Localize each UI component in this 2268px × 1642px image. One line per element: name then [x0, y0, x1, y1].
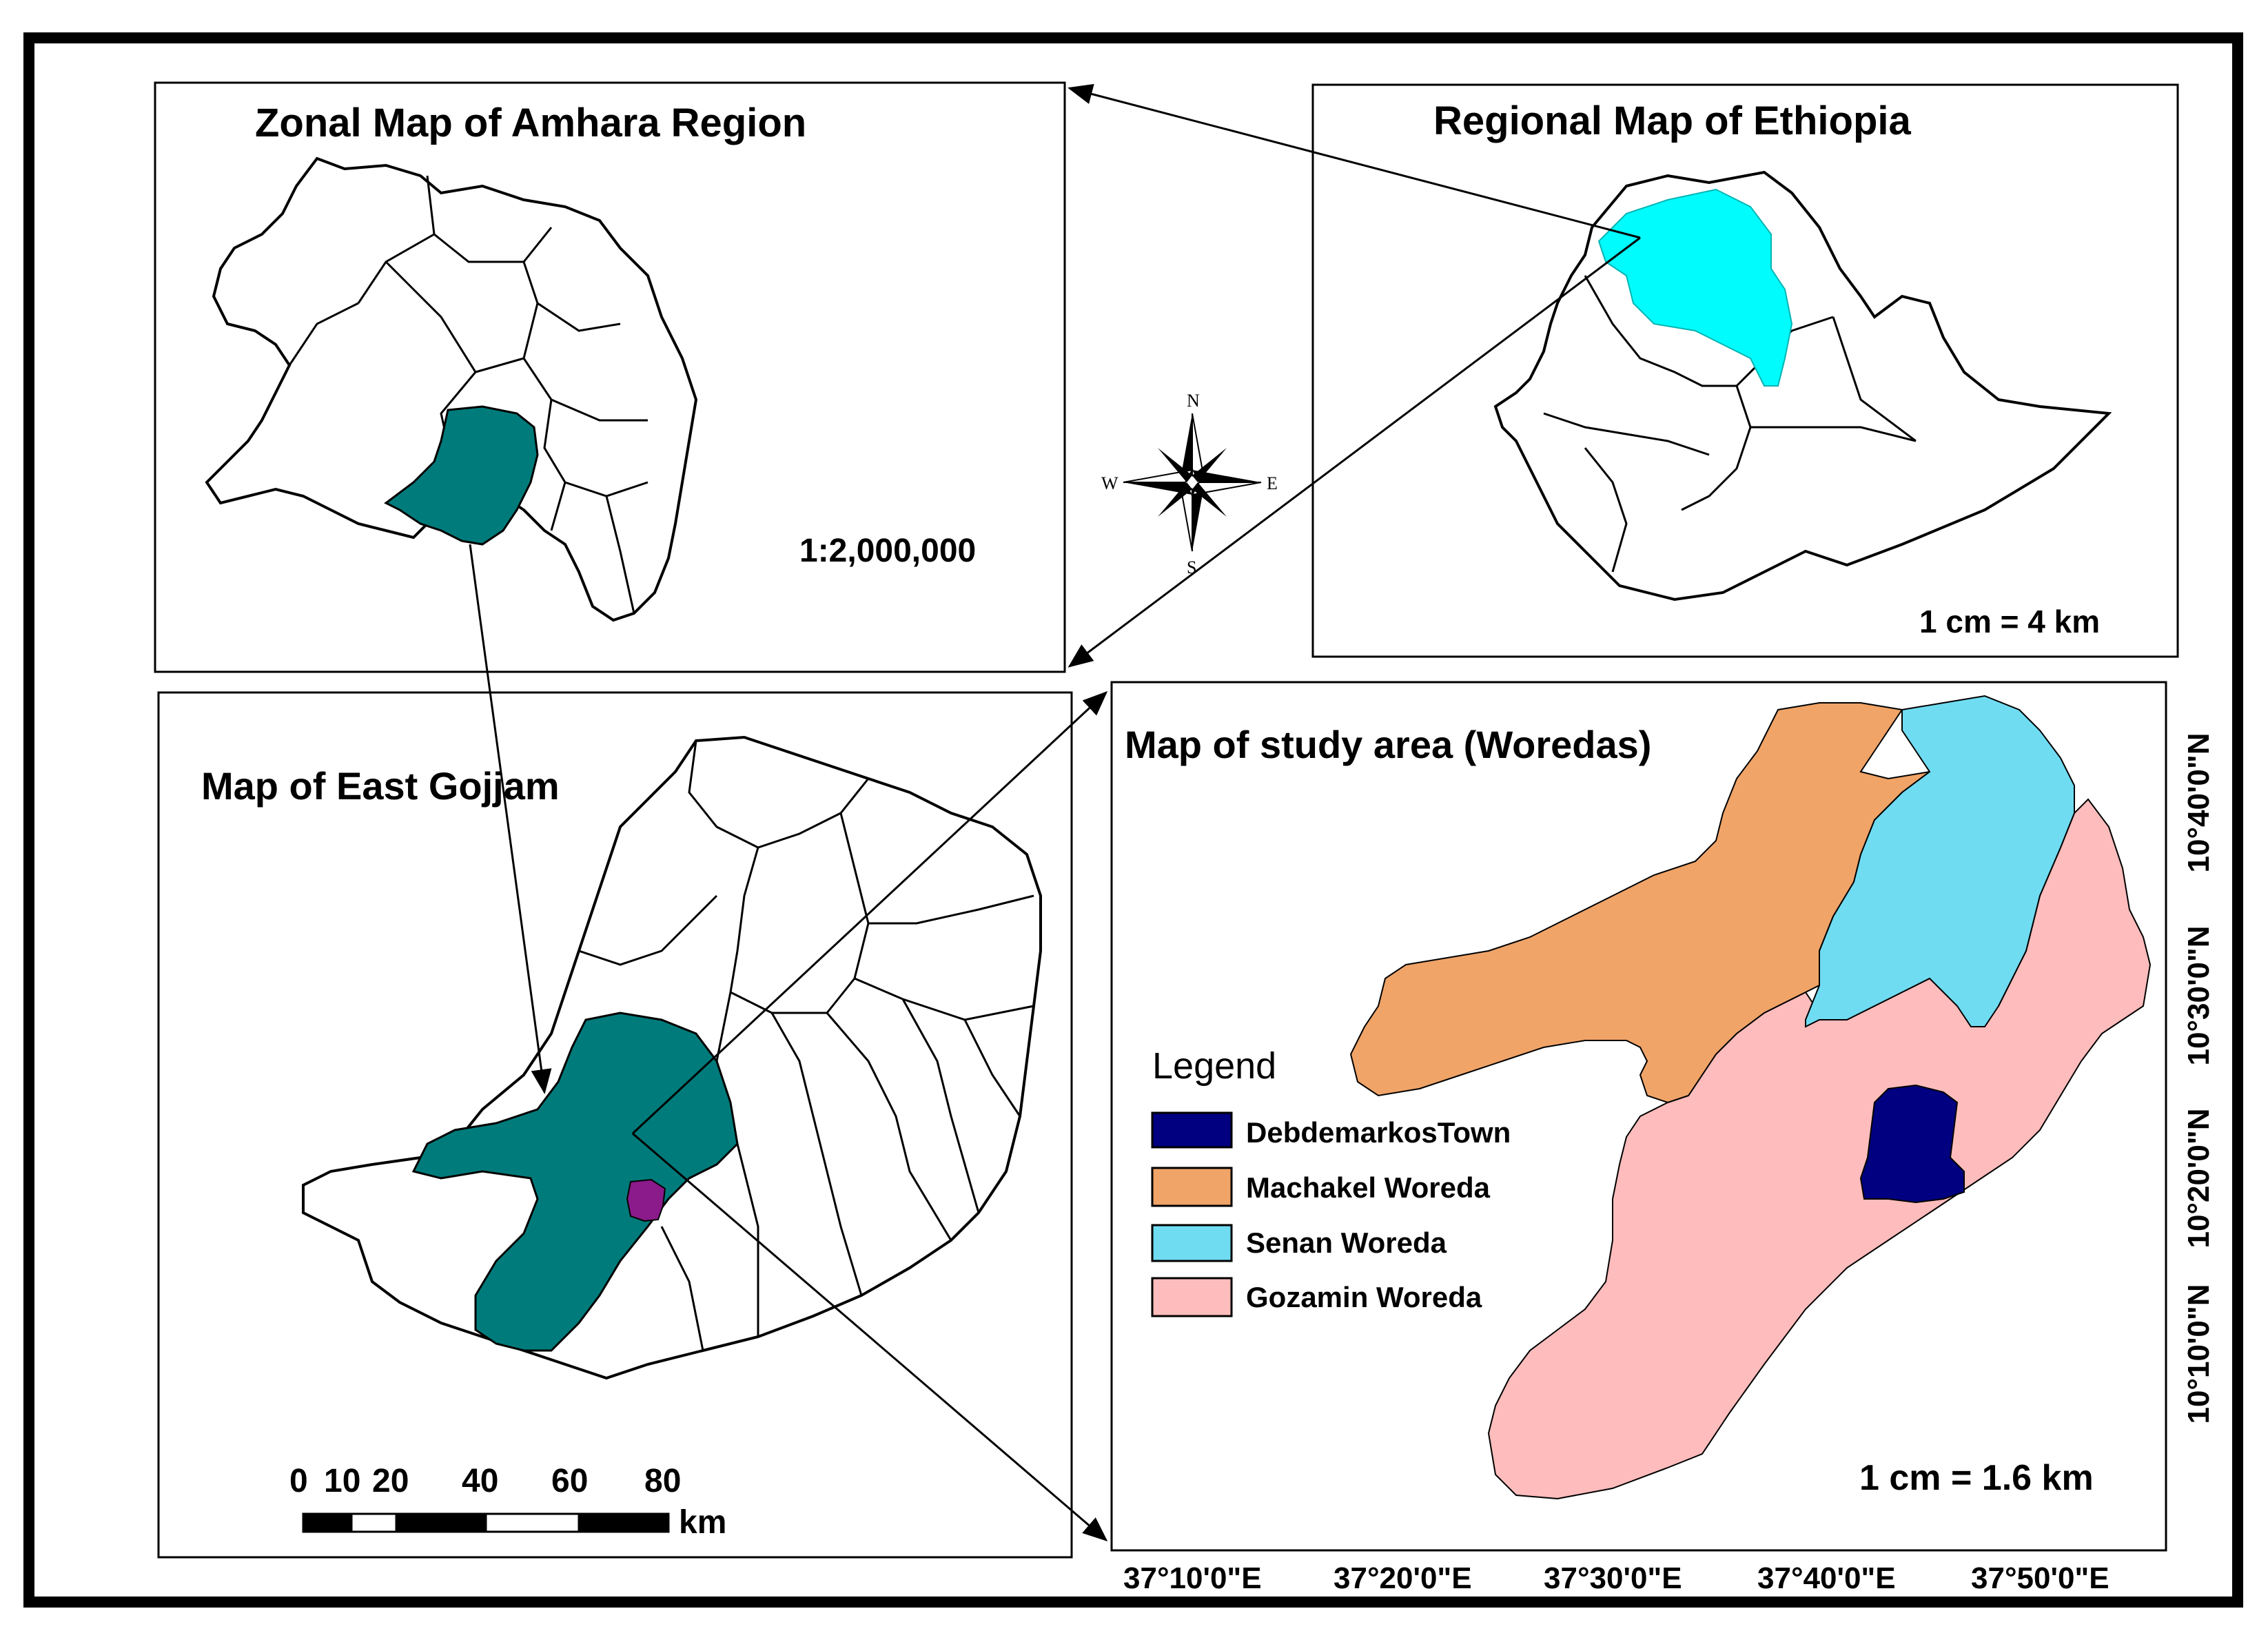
- scalebar-label-80: 80: [644, 1463, 681, 1499]
- scalebar-label-10: 10: [324, 1463, 360, 1499]
- regional-map-title: Regional Map of Ethiopia: [1433, 99, 1912, 143]
- debremarkos-town-shape: [1859, 1084, 1965, 1204]
- debremarkos-town-highlight: [626, 1178, 666, 1222]
- connector-arrows: [469, 83, 1641, 1541]
- study-area-title: Map of study area (Woredas): [1125, 723, 1651, 766]
- east-gojjam-panel: Map of East Gojjam 0 10 20 40 60 80 km: [157, 691, 1073, 1559]
- lat-tick-1: 10°40'0"N: [2182, 732, 2216, 872]
- compass-rose: N E S W: [1101, 391, 1278, 577]
- legend-swatch-machakel: [1151, 1167, 1233, 1207]
- regional-map-panel: Regional Map of Ethiopia 1 cm = 4 km: [1311, 83, 2179, 658]
- compass-e: E: [1267, 473, 1278, 493]
- scalebar-label-40: 40: [462, 1463, 498, 1499]
- legend-label-machakel: Machakel Woreda: [1246, 1171, 1491, 1204]
- compass-n: N: [1187, 391, 1200, 411]
- senan-woreda-shape: [1805, 695, 2075, 1028]
- scalebar-label-0: 0: [289, 1463, 308, 1499]
- arrow-ethiopia-to-amhara: [1067, 83, 1641, 239]
- regional-map-scale: 1 cm = 4 km: [1919, 604, 2100, 639]
- legend-label-gozamin: Gozamin Woreda: [1246, 1281, 1482, 1313]
- zonal-map-panel: Zonal Map of Amhara Region 1:2,000,000: [154, 81, 1066, 673]
- lon-tick-1: 37°10'0"E: [1123, 1561, 1262, 1595]
- lon-tick-3: 37°30'0"E: [1544, 1561, 1682, 1595]
- east-gojjam-title: Map of East Gojjam: [201, 764, 560, 808]
- east-gojjam-zone-highlight: [384, 405, 539, 546]
- arrow-amhara-to-east-gojjam: [469, 544, 552, 1094]
- legend-title: Legend: [1152, 1045, 1276, 1087]
- zonal-map-title: Zonal Map of Amhara Region: [255, 101, 806, 145]
- machakel-zone-highlight: [411, 1012, 739, 1352]
- legend-label-debremarkos: DebdemarkosTown: [1246, 1116, 1511, 1149]
- study-area-panel: Map of study area (Woredas) Legend Debde…: [1110, 681, 2216, 1595]
- arrow-gojjam-to-study-bottom: [632, 1132, 1108, 1541]
- lon-tick-5: 37°50'0"E: [1971, 1561, 2109, 1595]
- scalebar: [302, 1512, 670, 1533]
- amhara-region-highlight: [1597, 188, 1793, 387]
- compass-w: W: [1101, 473, 1118, 493]
- legend-swatch-debremarkos: [1151, 1111, 1233, 1149]
- lat-tick-2: 10°30'0"N: [2182, 925, 2216, 1065]
- legend-item-machakel: Machakel Woreda: [1151, 1167, 1491, 1207]
- legend-label-senan: Senan Woreda: [1246, 1227, 1447, 1259]
- arrow-gojjam-to-study-top: [631, 690, 1108, 1135]
- legend: Legend DebdemarkosTown Machakel Woreda S…: [1151, 1045, 1511, 1317]
- amhara-zone-lines: [288, 175, 648, 614]
- scalebar-unit: km: [679, 1504, 726, 1541]
- lat-tick-3: 10°20'0"N: [2182, 1108, 2216, 1248]
- zonal-map-scale: 1:2,000,000: [799, 533, 976, 569]
- study-area-scale: 1 cm = 1.6 km: [1859, 1458, 2094, 1498]
- legend-swatch-senan: [1151, 1224, 1233, 1262]
- legend-swatch-gozamin: [1151, 1277, 1233, 1317]
- lon-tick-2: 37°20'0"E: [1334, 1561, 1472, 1595]
- arrow-ethiopia-to-amhara-bottom: [1067, 236, 1641, 668]
- lon-tick-4: 37°40'0"E: [1757, 1561, 1896, 1595]
- legend-item-debremarkos: DebdemarkosTown: [1151, 1111, 1511, 1149]
- scalebar-label-20: 20: [372, 1463, 409, 1499]
- legend-item-senan: Senan Woreda: [1151, 1224, 1447, 1262]
- scalebar-label-60: 60: [551, 1463, 588, 1499]
- legend-item-gozamin: Gozamin Woreda: [1151, 1277, 1482, 1317]
- lat-tick-4: 10°10'0"N: [2182, 1284, 2216, 1424]
